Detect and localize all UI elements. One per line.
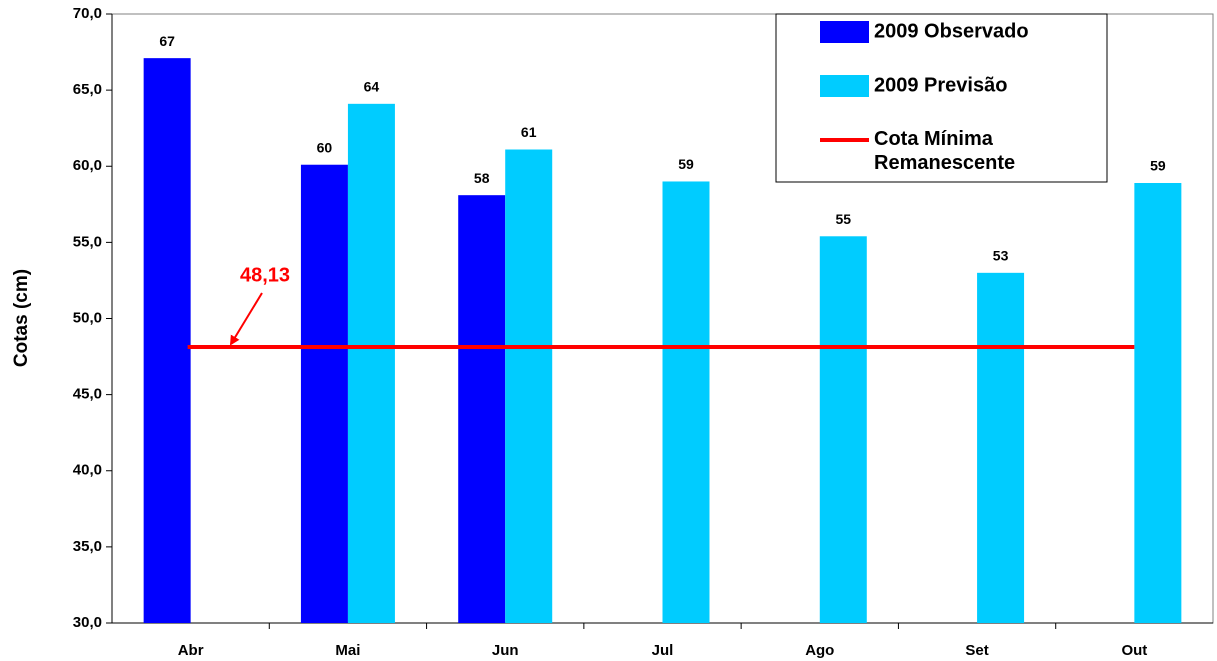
bar <box>458 195 506 624</box>
y-tick-label: 55,0 <box>73 233 102 250</box>
data-label: 59 <box>1150 158 1166 174</box>
y-tick-label: 50,0 <box>73 309 102 326</box>
x-tick-label: Ago <box>805 642 834 659</box>
y-tick-label: 40,0 <box>73 462 102 479</box>
legend-label: 2009 Previsão <box>874 74 1007 96</box>
legend-label: Cota Mínima Remanescente <box>874 128 1015 174</box>
data-label: 60 <box>317 139 333 155</box>
legend-label: 2009 Observado <box>874 20 1029 42</box>
data-label: 59 <box>678 156 694 172</box>
x-tick-label: Abr <box>178 642 204 659</box>
legend-swatch <box>820 21 869 43</box>
bar <box>505 149 553 623</box>
x-tick-label: Out <box>1121 642 1147 659</box>
y-tick-label: 45,0 <box>73 386 102 403</box>
data-label: 61 <box>521 124 537 140</box>
y-tick-label: 35,0 <box>73 538 102 555</box>
data-label: 53 <box>993 248 1009 264</box>
data-label: 55 <box>835 211 851 227</box>
y-axis-label: Cotas (cm) <box>11 269 32 367</box>
data-label: 64 <box>364 79 380 95</box>
y-tick-label: 70,0 <box>73 5 102 22</box>
legend-swatch <box>820 75 869 97</box>
bar <box>1134 182 1182 623</box>
bar <box>347 103 395 623</box>
bar <box>143 58 191 623</box>
y-tick-label: 65,0 <box>73 81 102 98</box>
y-tick-label: 30,0 <box>73 614 102 631</box>
y-tick-label: 60,0 <box>73 157 102 174</box>
bar <box>977 272 1025 623</box>
x-tick-label: Jul <box>652 642 674 659</box>
annotation-arrow <box>229 292 263 346</box>
bar <box>819 236 867 623</box>
x-tick-label: Mai <box>335 642 360 659</box>
data-label: 58 <box>474 170 490 186</box>
bar <box>662 181 710 623</box>
x-tick-label: Set <box>965 642 988 659</box>
x-tick-label: Jun <box>492 642 519 659</box>
data-label: 67 <box>159 33 175 49</box>
annotation: 48,13 <box>240 264 290 286</box>
bar <box>300 164 348 624</box>
